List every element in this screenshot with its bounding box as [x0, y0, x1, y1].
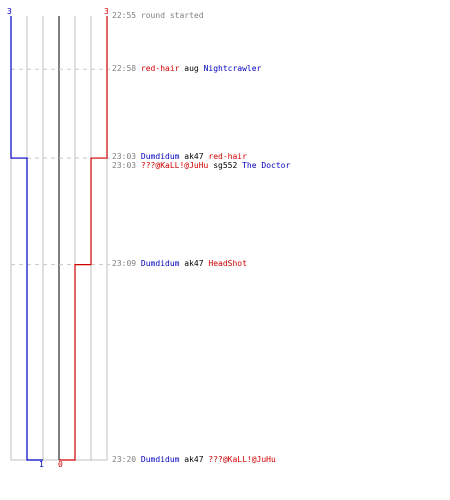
event-text: round started	[140, 11, 204, 20]
victim-name: Nightcrawler	[203, 64, 262, 73]
event-time: 23:03	[112, 152, 137, 161]
killer-name: Dumdidum	[140, 455, 180, 464]
event-kill: 23:03 ???@KaLL!@JuHu sg552 The Doctor	[112, 161, 290, 171]
event-time: 22:58	[112, 64, 137, 73]
event-time: 22:55	[112, 11, 137, 20]
victim-name: HeadShot	[208, 259, 247, 268]
killer-name: Dumdidum	[140, 152, 180, 161]
red-team-score-line	[59, 16, 108, 461]
event-time: 23:09	[112, 259, 137, 268]
blue-team-score-line	[10, 16, 43, 461]
event-kill: 23:09 Dumdidum ak47 HeadShot	[112, 259, 247, 269]
event-kill: 23:20 Dumdidum ak47 ???@KaLL!@JuHu	[112, 455, 276, 465]
blue-end-score: 1	[39, 460, 44, 469]
killer-name: ???@KaLL!@JuHu	[140, 161, 209, 170]
blue-start-score: 3	[7, 7, 12, 16]
killer-name: red-hair	[140, 64, 180, 73]
weapon-name: ak47	[184, 152, 204, 161]
victim-name: The Doctor	[242, 161, 291, 170]
weapon-name: aug	[184, 64, 199, 73]
weapon-name: ak47	[184, 455, 204, 464]
victim-name: ???@KaLL!@JuHu	[208, 455, 276, 464]
event-kill: 23:03 Dumdidum ak47 red-hair	[112, 152, 247, 162]
red-start-score: 3	[104, 7, 109, 16]
red-end-score: 0	[58, 460, 63, 469]
event-time: 23:20	[112, 455, 137, 464]
event-time: 23:03	[112, 161, 137, 170]
weapon-name: ak47	[184, 259, 204, 268]
victim-name: red-hair	[208, 152, 247, 161]
event-kill: 22:58 red-hair aug Nightcrawler	[112, 64, 261, 74]
weapon-name: sg552	[213, 161, 238, 170]
event-round-start: 22:55 round started	[112, 11, 204, 21]
killer-name: Dumdidum	[140, 259, 180, 268]
